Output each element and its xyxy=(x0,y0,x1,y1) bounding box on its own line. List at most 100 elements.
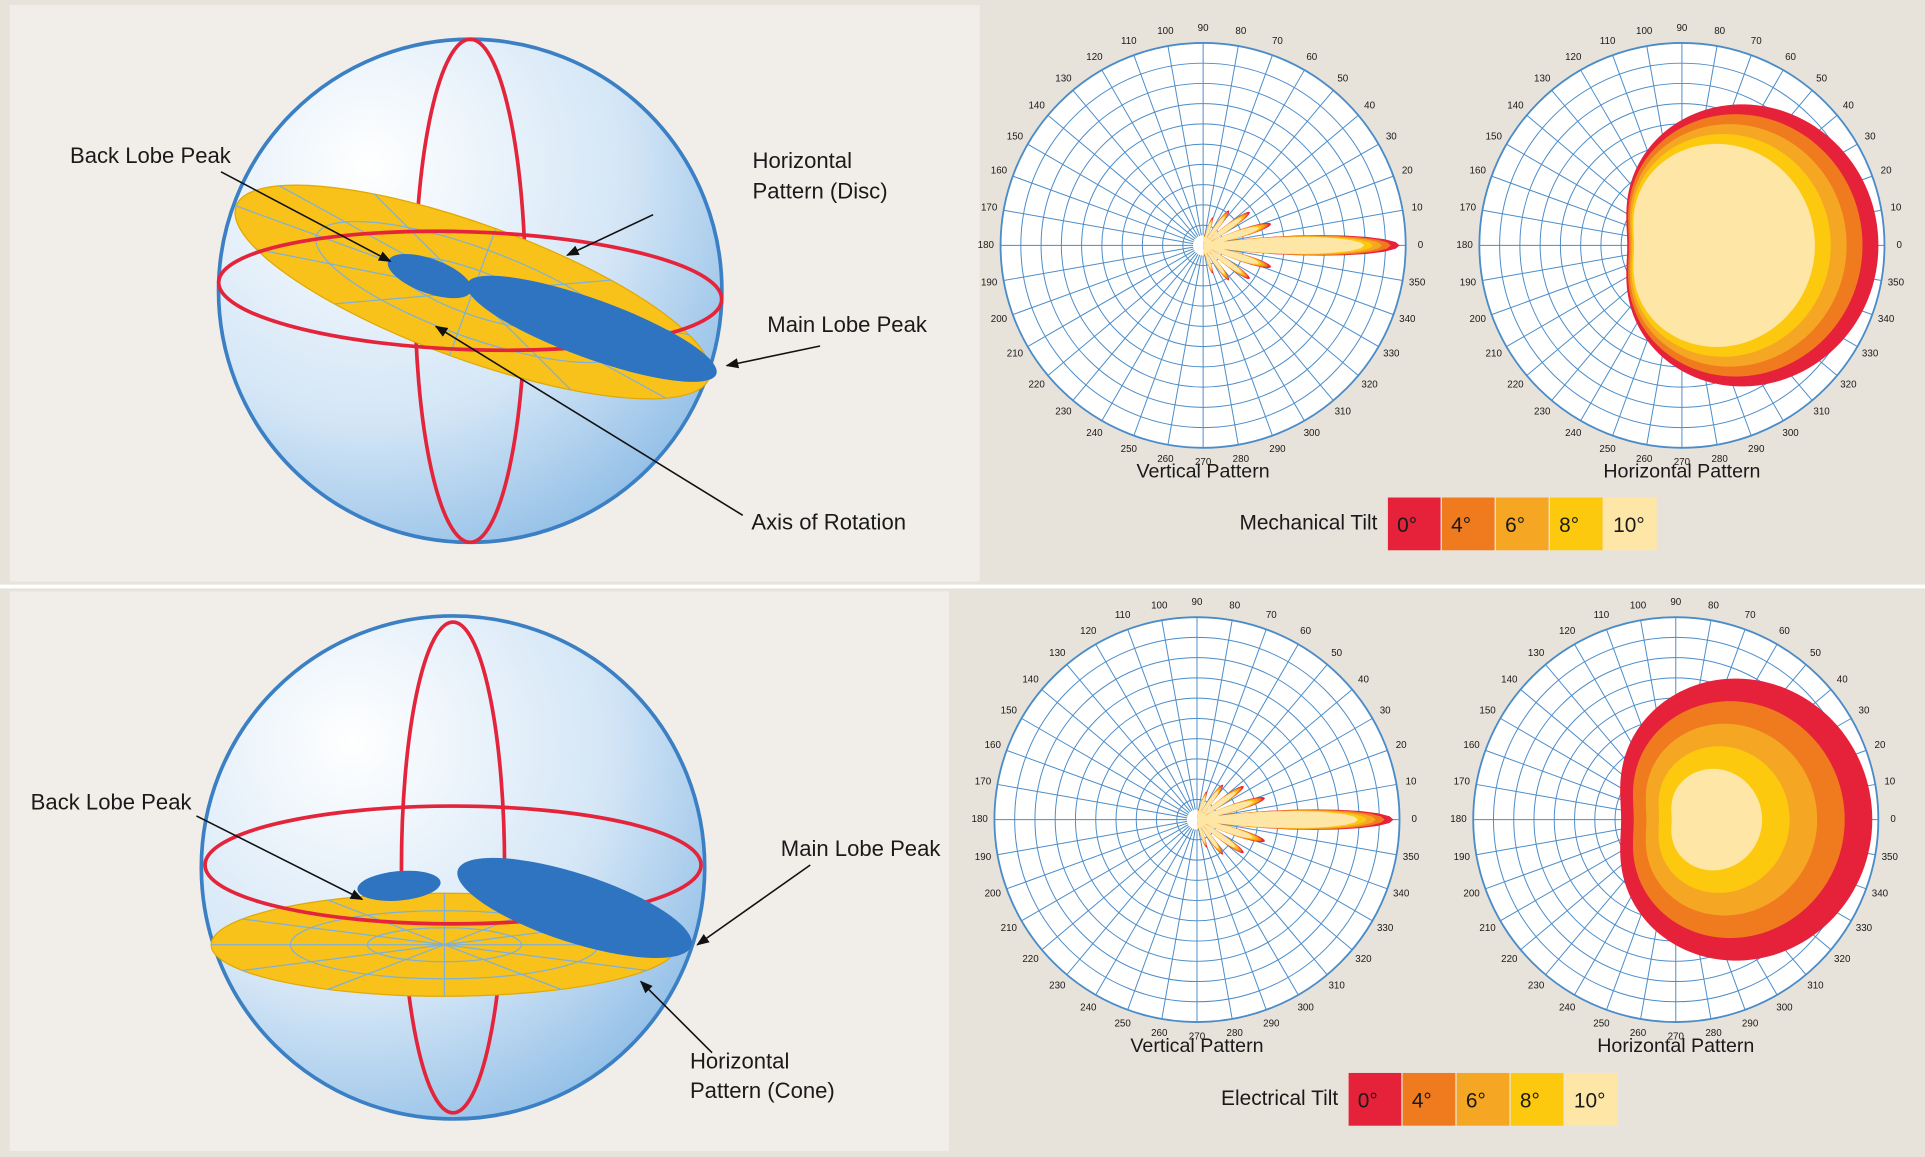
angle-label: 330 xyxy=(1862,349,1879,360)
angle-label: 300 xyxy=(1782,428,1799,439)
angle-label: 330 xyxy=(1383,349,1400,360)
angle-label: 280 xyxy=(1705,1028,1722,1039)
angle-label: 80 xyxy=(1229,600,1240,611)
angle-label: 320 xyxy=(1355,954,1372,965)
angle-label: 310 xyxy=(1813,406,1830,417)
polar-spoke xyxy=(1072,89,1197,238)
polar-spoke xyxy=(1201,828,1299,996)
polar-spoke xyxy=(1072,252,1197,401)
legend-label: 0° xyxy=(1397,514,1417,537)
angle-label: 160 xyxy=(1470,166,1487,177)
legend-title: Mechanical Tilt xyxy=(1239,511,1377,534)
polar-spoke xyxy=(1209,89,1334,238)
angle-label: 340 xyxy=(1878,314,1895,325)
angle-label: 200 xyxy=(1470,314,1487,325)
polar-spoke xyxy=(1012,175,1194,243)
angle-label: 20 xyxy=(1396,740,1407,751)
polar-spoke xyxy=(1198,620,1233,810)
angle-label: 180 xyxy=(978,240,995,251)
sphere-label: Horizontal xyxy=(753,148,852,173)
angle-label: 290 xyxy=(1263,1018,1280,1029)
angle-label: 60 xyxy=(1306,52,1317,63)
angle-label: 130 xyxy=(1534,74,1551,85)
angle-label: 220 xyxy=(1507,380,1524,391)
angle-label: 190 xyxy=(1454,852,1471,863)
angle-label: 20 xyxy=(1875,740,1886,751)
angle-label: 10 xyxy=(1884,776,1895,787)
angle-label: 280 xyxy=(1233,454,1250,465)
angle-label: 90 xyxy=(1192,597,1203,608)
angle-label: 260 xyxy=(1157,454,1174,465)
angle-label: 50 xyxy=(1337,74,1348,85)
legend-label: 8° xyxy=(1520,1089,1540,1112)
angle-label: 100 xyxy=(1157,26,1174,37)
sphere-label: Back Lobe Peak xyxy=(31,789,193,814)
angle-label: 290 xyxy=(1269,444,1286,455)
legend-label: 10° xyxy=(1574,1089,1606,1112)
angle-label: 130 xyxy=(1055,74,1072,85)
angle-label: 150 xyxy=(1486,131,1503,142)
angle-label: 260 xyxy=(1636,454,1653,465)
polar-spoke xyxy=(1047,114,1196,240)
angle-label: 100 xyxy=(1636,26,1653,37)
polar-spoke xyxy=(1101,253,1199,421)
plot-title: Horizontal Pattern xyxy=(1603,461,1760,483)
angle-label: 220 xyxy=(1028,380,1045,391)
arrow xyxy=(725,345,821,369)
angle-label: 240 xyxy=(1086,428,1103,439)
arrow xyxy=(220,171,392,263)
legend-title: Electrical Tilt xyxy=(1221,1087,1338,1110)
angle-label: 250 xyxy=(1121,444,1138,455)
angle-label: 50 xyxy=(1331,648,1342,659)
angle-label: 50 xyxy=(1816,74,1827,85)
sphere-label: Pattern (Disc) xyxy=(753,178,888,203)
polar-spoke xyxy=(1133,254,1201,436)
polar-spoke xyxy=(1003,209,1194,245)
polar-spoke xyxy=(1206,254,1273,436)
polar-spoke xyxy=(1204,255,1239,445)
angle-label: 240 xyxy=(1080,1002,1097,1013)
angle-label: 290 xyxy=(1742,1018,1759,1029)
polar-spoke xyxy=(1204,689,1353,814)
legend-swatch xyxy=(1455,1071,1511,1127)
angle-label: 120 xyxy=(1086,52,1103,63)
angle-label: 320 xyxy=(1361,380,1378,391)
polar-spoke xyxy=(1006,749,1188,817)
angle-label: 320 xyxy=(1834,954,1851,965)
angle-label: 100 xyxy=(1151,600,1168,611)
pattern-layer xyxy=(1633,143,1815,347)
angle-label: 140 xyxy=(1501,675,1518,686)
angle-label: 90 xyxy=(1670,597,1681,608)
polar-spoke xyxy=(1204,45,1239,236)
polar-spoke xyxy=(1012,248,1194,316)
angle-label: 110 xyxy=(1115,610,1131,621)
angle-label: 140 xyxy=(1507,100,1524,111)
angle-label: 40 xyxy=(1358,675,1369,686)
angle-label: 170 xyxy=(1460,202,1477,213)
angle-label: 270 xyxy=(1189,1031,1206,1042)
polar-spoke xyxy=(1127,629,1194,811)
angle-label: 30 xyxy=(1380,706,1391,717)
angle-label: 0 xyxy=(1412,814,1418,825)
angle-label: 70 xyxy=(1272,36,1283,47)
polar-spoke xyxy=(1206,54,1273,237)
polar-spoke xyxy=(1203,827,1328,975)
sphere-label: Back Lobe Peak xyxy=(70,143,232,168)
polar-spoke xyxy=(1210,114,1359,240)
arrow xyxy=(696,864,811,946)
angle-label: 340 xyxy=(1872,888,1889,899)
angle-label: 140 xyxy=(1022,675,1039,686)
polar-spoke xyxy=(1213,209,1403,245)
angle-label: 250 xyxy=(1114,1018,1131,1029)
polar-spoke xyxy=(1161,620,1196,810)
angle-label: 10 xyxy=(1890,202,1901,213)
angle-label: 120 xyxy=(1559,626,1576,637)
angle-label: 240 xyxy=(1565,428,1582,439)
angle-label: 150 xyxy=(1007,131,1024,142)
angle-label: 30 xyxy=(1865,131,1876,142)
polar-spoke xyxy=(1204,825,1353,951)
angle-label: 170 xyxy=(981,202,998,213)
angle-label: 60 xyxy=(1300,626,1311,637)
horizontal-ring xyxy=(203,804,703,926)
